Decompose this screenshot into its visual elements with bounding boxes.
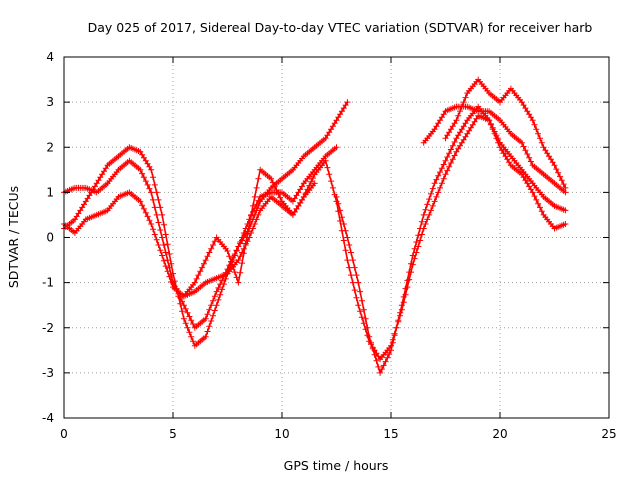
y-tick-label: 4 xyxy=(46,50,54,64)
series-satellite-track-1 xyxy=(61,99,351,349)
series-satellite-track-4 xyxy=(180,112,569,363)
series-markers xyxy=(61,180,318,300)
y-tick-label: 2 xyxy=(46,140,54,154)
x-axis-label: GPS time / hours xyxy=(284,458,389,473)
x-tick-label: 15 xyxy=(383,427,398,441)
x-tick-label: 25 xyxy=(601,427,616,441)
x-tick-label: 20 xyxy=(492,427,507,441)
x-tick-label: 0 xyxy=(60,427,68,441)
series-line xyxy=(63,101,349,347)
y-tick-label: -4 xyxy=(42,411,54,425)
data-traces xyxy=(61,76,569,376)
series-markers xyxy=(61,99,351,349)
y-tick-label: -2 xyxy=(42,321,54,335)
x-tick-labels: 0 5 10 15 20 25 xyxy=(60,427,616,441)
series-markers xyxy=(420,103,569,196)
series-markers xyxy=(442,76,569,191)
series-satellite-track-6 xyxy=(420,103,569,196)
y-tick-label: 1 xyxy=(46,185,54,199)
series-satellite-track-3 xyxy=(61,180,318,300)
series-markers xyxy=(333,103,569,376)
y-tick-label: -1 xyxy=(42,276,54,290)
axis-ticks xyxy=(63,56,610,419)
y-tick-label: 3 xyxy=(46,95,54,109)
x-tick-label: 5 xyxy=(169,427,177,441)
chart-title: Day 025 of 2017, Sidereal Day-to-day VTE… xyxy=(88,20,593,35)
y-axis-label: SDTVAR / TECUs xyxy=(6,186,21,288)
series-satellite-track-5 xyxy=(333,103,569,376)
x-tick-label: 10 xyxy=(274,427,289,441)
y-tick-labels: -4 -3 -2 -1 0 1 2 3 4 xyxy=(42,50,54,425)
y-tick-label: 0 xyxy=(46,231,54,245)
y-tick-label: -3 xyxy=(42,366,54,380)
series-satellite-track-7 xyxy=(442,76,569,191)
